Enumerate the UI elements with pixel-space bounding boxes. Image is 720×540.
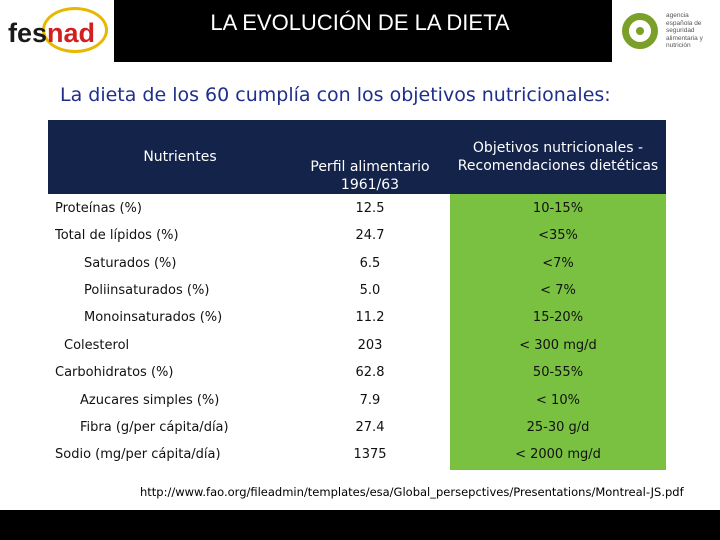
- row-objective: < 10%: [536, 393, 580, 408]
- row-objective: 10-15%: [532, 201, 584, 216]
- aesan-logo-text: agencia española de seguridad alimentari…: [666, 12, 703, 49]
- table-row: Poliinsaturados (%) 5.0 < 7%: [0, 277, 720, 304]
- row-value: 62.8: [355, 365, 385, 380]
- row-value: 12.5: [355, 201, 385, 216]
- table-row: Colesterol 203 < 300 mg/d: [0, 332, 720, 359]
- row-value: 24.7: [355, 228, 385, 243]
- objectives-column-bg: [450, 194, 666, 470]
- table-row: Carbohidratos (%) 62.8 50-55%: [0, 359, 720, 386]
- fesnad-logo: fesnad: [0, 0, 114, 62]
- table-row: Azucares simples (%) 7.9 < 10%: [0, 387, 720, 414]
- row-label: Colesterol: [64, 338, 130, 353]
- row-label: Saturados (%): [84, 256, 177, 271]
- fesnad-logo-text: fesnad: [8, 18, 96, 48]
- table-row: Total de lípidos (%) 24.7 <35%: [0, 222, 720, 249]
- row-value: 7.9: [359, 393, 381, 408]
- row-value: 6.5: [359, 256, 381, 271]
- table-row: Fibra (g/per cápita/día) 27.4 25-30 g/d: [0, 414, 720, 441]
- row-value: 203: [357, 338, 383, 353]
- table-row: Monoinsaturados (%) 11.2 15-20%: [0, 304, 720, 331]
- row-value: 5.0: [359, 283, 381, 298]
- bottom-bar: [0, 510, 720, 540]
- table-row: Saturados (%) 6.5 <7%: [0, 250, 720, 277]
- row-label: Azucares simples (%): [80, 393, 220, 408]
- row-value: 27.4: [355, 420, 385, 435]
- row-label: Monoinsaturados (%): [84, 310, 223, 325]
- row-label: Sodio (mg/per cápita/día): [55, 447, 221, 462]
- source-link[interactable]: http://www.fao.org/fileadmin/templates/e…: [140, 485, 684, 499]
- row-value: 11.2: [355, 310, 385, 325]
- row-objective: < 7%: [540, 283, 576, 298]
- table-row: Proteínas (%) 12.5 10-15%: [0, 195, 720, 222]
- row-objective: <7%: [542, 256, 574, 271]
- row-label: Carbohidratos (%): [55, 365, 174, 380]
- logo-ring-icon: [42, 7, 108, 53]
- aesan-circle-icon: [622, 13, 658, 49]
- header-nutrientes: Nutrientes: [143, 149, 217, 165]
- row-objective: < 2000 mg/d: [515, 447, 601, 462]
- row-objective: 50-55%: [532, 365, 584, 380]
- row-label: Total de lípidos (%): [55, 228, 179, 243]
- row-objective: 25-30 g/d: [526, 420, 590, 435]
- row-value: 1375: [353, 447, 387, 462]
- row-label: Proteínas (%): [55, 201, 142, 216]
- table-header: [48, 120, 666, 194]
- header-objetivos: Objetivos nutricionales - Recomendacione…: [457, 140, 659, 174]
- slide-subtitle: La dieta de los 60 cumplía con los objet…: [60, 84, 611, 106]
- aesan-logo: agencia española de seguridad alimentari…: [612, 0, 720, 62]
- header-perfil: Perfil alimentario 1961/63: [310, 159, 430, 193]
- top-bar: [0, 0, 720, 62]
- table-row: Sodio (mg/per cápita/día) 1375 < 2000 mg…: [0, 441, 720, 468]
- row-objective: < 300 mg/d: [519, 338, 597, 353]
- row-objective: <35%: [538, 228, 578, 243]
- slide-title: LA EVOLUCIÓN DE LA DIETA: [210, 10, 510, 35]
- row-label: Poliinsaturados (%): [84, 283, 210, 298]
- row-objective: 15-20%: [532, 310, 584, 325]
- row-label: Fibra (g/per cápita/día): [80, 420, 229, 435]
